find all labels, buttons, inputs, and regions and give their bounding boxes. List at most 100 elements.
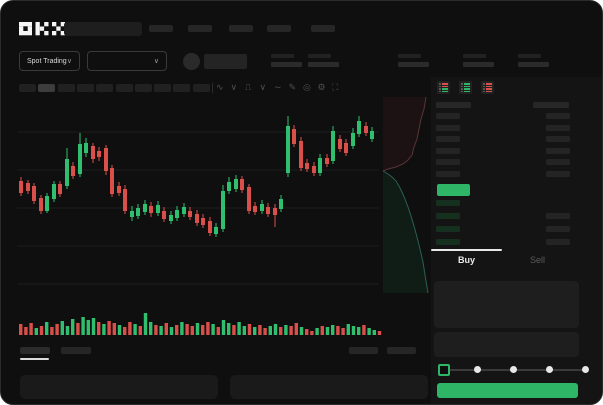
- nav-item[interactable]: [188, 25, 212, 32]
- stat-value-placeholder: [271, 62, 302, 67]
- book-asks-icon[interactable]: [481, 81, 494, 94]
- slider-dot[interactable]: [510, 366, 517, 373]
- timeframe-button[interactable]: [96, 84, 114, 92]
- price-input[interactable]: [434, 281, 579, 328]
- pair-selector[interactable]: ∨: [87, 51, 167, 71]
- market-type-selector[interactable]: Spot Trading ∨: [19, 51, 80, 71]
- tab-history[interactable]: [61, 347, 91, 354]
- open-orders-panel: [20, 375, 218, 399]
- slider-dot[interactable]: [582, 366, 589, 373]
- timeframe-button[interactable]: [19, 84, 36, 92]
- pair-title-placeholder: [204, 54, 247, 69]
- amount-input[interactable]: [434, 332, 579, 357]
- stat-label-placeholder: [518, 54, 541, 58]
- line-tool-icon[interactable]: ∼: [274, 82, 282, 92]
- candle-style-icon[interactable]: ⎍: [245, 82, 252, 92]
- order-history-panel: [230, 375, 428, 399]
- toolbar-divider: [212, 83, 213, 93]
- indicators-icon[interactable]: ∿: [216, 82, 224, 92]
- tab-orders-active[interactable]: [20, 347, 50, 354]
- ask-price-placeholder: [436, 159, 460, 165]
- bottom-action-2[interactable]: [387, 347, 416, 354]
- ask-price-placeholder: [436, 170, 460, 177]
- candlestick-chart[interactable]: [17, 97, 379, 293]
- stat-label-placeholder: [463, 54, 486, 58]
- bid-price-placeholder: [436, 239, 460, 245]
- timeframe-button[interactable]: [192, 84, 210, 92]
- ask-rows: [431, 77, 602, 247]
- chart-toolbar: ∿ ∨ ⎍ ∨ ∼ ✎ ◎ ⚙ ⛶: [1, 80, 431, 96]
- book-header-amount: [533, 102, 569, 108]
- bottom-tabs: [1, 345, 431, 363]
- ask-price-placeholder: [436, 113, 460, 119]
- buy-tab-indicator: [431, 249, 502, 251]
- ask-amount-placeholder: [546, 124, 570, 131]
- fullscreen-icon[interactable]: ⛶: [332, 82, 339, 92]
- bid-rows: [431, 77, 602, 247]
- bid-price-placeholder: [436, 226, 460, 232]
- active-tab-underline: [20, 358, 49, 360]
- ask-amount-placeholder: [546, 159, 570, 165]
- okx-logo: [19, 22, 65, 36]
- stat-label-placeholder: [271, 54, 294, 58]
- buy-submit-button[interactable]: [437, 383, 578, 398]
- bid-amount-placeholder: [546, 213, 570, 219]
- chevron-down-icon: ∨: [153, 57, 159, 65]
- stat-label-placeholder: [308, 54, 331, 58]
- tab-buy[interactable]: Buy: [431, 255, 502, 265]
- book-view-toggles: [437, 81, 517, 94]
- nav-item[interactable]: [311, 25, 335, 32]
- timeframe-button[interactable]: [57, 84, 75, 92]
- settings-icon[interactable]: ⚙: [317, 82, 326, 92]
- slider-dot[interactable]: [474, 366, 481, 373]
- stat-value-placeholder: [308, 62, 339, 67]
- timeframe-button[interactable]: [134, 84, 152, 92]
- stat-value-placeholder: [398, 62, 429, 67]
- bid-amount-placeholder: [546, 226, 570, 232]
- ask-price-placeholder: [436, 147, 460, 154]
- slider-dot[interactable]: [546, 366, 553, 373]
- sub-header: Spot Trading ∨ ∨: [1, 47, 602, 77]
- stat-value-placeholder: [463, 62, 494, 67]
- toolbar-icons: ∿ ∨ ⎍ ∨ ∼ ✎ ◎ ⚙ ⛶: [216, 80, 431, 96]
- last-price-badge[interactable]: [437, 184, 470, 196]
- bid-amount-placeholder: [546, 239, 570, 245]
- book-header-price: [436, 102, 471, 108]
- chevron-down-icon[interactable]: ∨: [259, 82, 267, 92]
- timeframe-buttons: [1, 80, 213, 96]
- draw-icon[interactable]: ✎: [288, 82, 297, 92]
- market-type-label: Spot Trading: [27, 57, 67, 65]
- depth-chart: [382, 97, 429, 293]
- buy-tab-label: Buy: [457, 255, 475, 265]
- timeframe-button[interactable]: [76, 84, 94, 92]
- market-stats: [1, 47, 602, 77]
- bottom-action-1[interactable]: [349, 347, 378, 354]
- nav-item[interactable]: [267, 25, 291, 32]
- stat-value-placeholder: [518, 62, 549, 67]
- amount-slider[interactable]: [438, 364, 589, 376]
- coin-avatar: [183, 53, 200, 70]
- volume-chart: [19, 313, 382, 335]
- ask-amount-placeholder: [546, 136, 570, 142]
- top-nav-items: [1, 1, 602, 47]
- nav-item[interactable]: [149, 25, 173, 32]
- tab-sell[interactable]: Sell: [502, 255, 573, 265]
- ask-price-placeholder: [436, 124, 460, 131]
- book-both-icon[interactable]: [437, 81, 450, 94]
- search-input[interactable]: [64, 22, 142, 36]
- timeframe-button[interactable]: [154, 84, 172, 92]
- timeframe-button[interactable]: [173, 84, 191, 92]
- chevron-down-icon[interactable]: ∨: [230, 82, 238, 92]
- timeframe-button[interactable]: [38, 84, 56, 92]
- slider-dot[interactable]: [438, 364, 450, 376]
- nav-item[interactable]: [229, 25, 253, 32]
- timeframe-button[interactable]: [115, 84, 133, 92]
- book-bids-icon[interactable]: [459, 81, 472, 94]
- ask-amount-placeholder: [546, 170, 570, 177]
- ask-price-placeholder: [436, 136, 460, 142]
- ask-amount-placeholder: [546, 147, 570, 154]
- order-book: [431, 77, 602, 247]
- snapshot-icon[interactable]: ◎: [303, 82, 311, 92]
- top-bar: [1, 1, 602, 47]
